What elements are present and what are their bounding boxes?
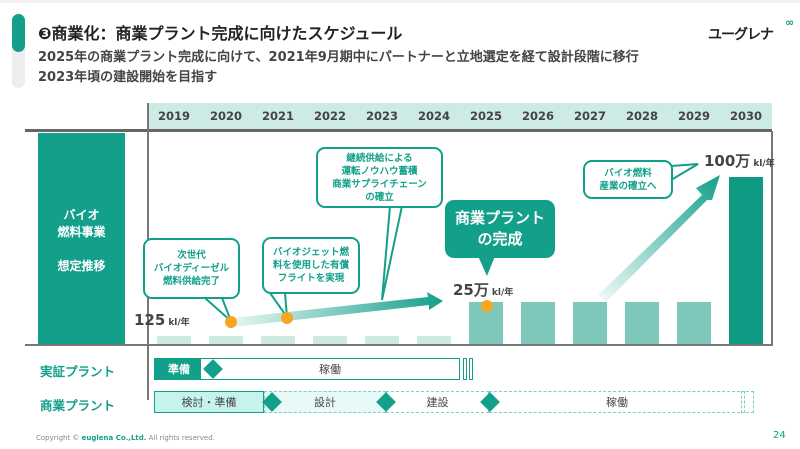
page-number: 24 [773, 430, 786, 441]
year-2029: 2029 [677, 109, 710, 123]
divider [25, 344, 773, 346]
title-accent-active [12, 14, 25, 52]
year-2019: 2019 [157, 109, 190, 123]
milestone-dot [281, 312, 293, 324]
comm-study-phase: 検討・準備 [154, 391, 264, 413]
callout-text: の完成 [477, 230, 523, 248]
year-header: 2019 2020 2021 2022 2023 2024 2025 2026 2027 2028… [148, 103, 772, 130]
bar-2026 [521, 302, 555, 344]
comm-run-phase: 稼働 [489, 391, 745, 413]
bar-2028 [625, 302, 659, 344]
value-unit: kl/年 [168, 318, 190, 328]
year-2020: 2020 [209, 109, 242, 123]
callout-text: フライトを実現 [277, 273, 345, 284]
bar-2024 [417, 336, 451, 344]
milestone-dot [481, 300, 493, 312]
business-label: バイオ燃料事業想定推移 [38, 133, 125, 344]
year-2025: 2025 [469, 109, 502, 123]
bar-2029 [677, 302, 711, 344]
value-2030: 100万 kl/年 [704, 150, 775, 171]
demo-prep-phase: 準備 [154, 358, 204, 380]
year-2022: 2022 [313, 109, 346, 123]
continuation-mark [463, 358, 467, 380]
top-bar [0, 0, 800, 3]
demo-run-phase: 稼働 [200, 358, 460, 380]
continuation-mark [469, 358, 473, 380]
growth-arrow-2 [598, 175, 720, 302]
year-2026: 2026 [521, 109, 554, 123]
bar-2030 [729, 177, 763, 344]
year-2027: 2027 [573, 109, 606, 123]
callout-tail [478, 256, 495, 276]
callout-text: 商業サプライチェーン [332, 178, 427, 190]
label-line: バイオ [63, 208, 100, 222]
callout-text: の確立 [365, 191, 394, 203]
comm-design-phase: 設計 [264, 391, 386, 413]
callout-text: 料を使用した有償 [272, 260, 349, 271]
company-logo: ユーグレナ [708, 27, 774, 43]
bar-2022 [313, 336, 347, 344]
year-2021: 2021 [261, 109, 294, 123]
divider [25, 129, 772, 132]
callout-text: 商業プラント [454, 209, 545, 227]
value-unit: kl/年 [753, 159, 775, 169]
bar-2021 [261, 336, 295, 344]
year-2023: 2023 [365, 109, 398, 123]
year-2028: 2028 [625, 109, 658, 123]
bar-2020 [209, 336, 243, 344]
callout-industry: バイオ燃料 産業の確立へ [583, 160, 673, 199]
callout-text: バイオジェット燃 [272, 247, 349, 258]
divider [771, 131, 773, 345]
callout-text: 燃料供給完了 [162, 276, 220, 287]
subtitle-line-2: 2023年頃の建設開始を目指す [38, 70, 218, 85]
value-number: 25万 [453, 281, 489, 299]
callout-text: バイオ燃料 [604, 167, 652, 179]
bar-2019 [157, 336, 191, 344]
callout-text: 次世代 [177, 250, 206, 261]
copyright-text: All rights reserved. [146, 434, 215, 442]
commercial-plant-label: 商業プラント [40, 398, 116, 413]
bar-2023 [365, 336, 399, 344]
callout-text: バイオディーゼル [153, 263, 230, 274]
value-2025: 25万 kl/年 [453, 279, 513, 300]
page-title: ❸商業化：商業プラント完成に向けたスケジュール [38, 24, 403, 43]
milestone-dot [225, 316, 237, 328]
bar-2027 [573, 302, 607, 344]
value-unit: kl/年 [491, 288, 514, 298]
growth-arrow-1 [232, 292, 443, 327]
callout-text: 継続供給による [346, 152, 413, 164]
subtitle-line-1: 2025年の商業プラント完成に向けて、2021年9月期中にパートナーと立地選定を… [38, 50, 639, 65]
callout-tail [670, 163, 699, 182]
page-subtitle: 2025年の商業プラント完成に向けて、2021年9月期中にパートナーと立地選定を… [38, 48, 639, 88]
value-number: 125 [134, 311, 166, 329]
callout-text: 運転ノウハウ蓄積 [341, 165, 418, 177]
copyright-text: Copyright © [36, 434, 82, 442]
label-line: 燃料事業 [57, 225, 106, 239]
year-2030: 2030 [729, 109, 762, 123]
continuation-mark [741, 391, 754, 413]
copyright: Copyright © euglena Co.,Ltd. All rights … [36, 434, 215, 442]
company-name: euglena Co.,Ltd. [81, 434, 147, 442]
label-line: 想定推移 [57, 259, 106, 273]
infinity-icon: ∞ [785, 16, 795, 29]
value-number: 100万 [704, 152, 751, 170]
callout-commercial-plant: 商業プラント の完成 [445, 200, 555, 258]
callout-supply-chain: 継続供給による 運転ノウハウ蓄積 商業サプライチェーン の確立 [316, 147, 443, 208]
year-2024: 2024 [417, 109, 450, 123]
value-2019: 125 kl/年 [134, 311, 190, 329]
callout-text: 産業の確立へ [599, 180, 657, 192]
demo-plant-label: 実証プラント [40, 364, 116, 379]
callout-tail [381, 205, 404, 301]
callout-biojet: バイオジェット燃 料を使用した有償 フライトを実現 [262, 237, 360, 294]
callout-biodiesel: 次世代バイオディーゼル 燃料供給完了 [143, 238, 240, 299]
comm-build-phase: 建設 [386, 391, 489, 413]
